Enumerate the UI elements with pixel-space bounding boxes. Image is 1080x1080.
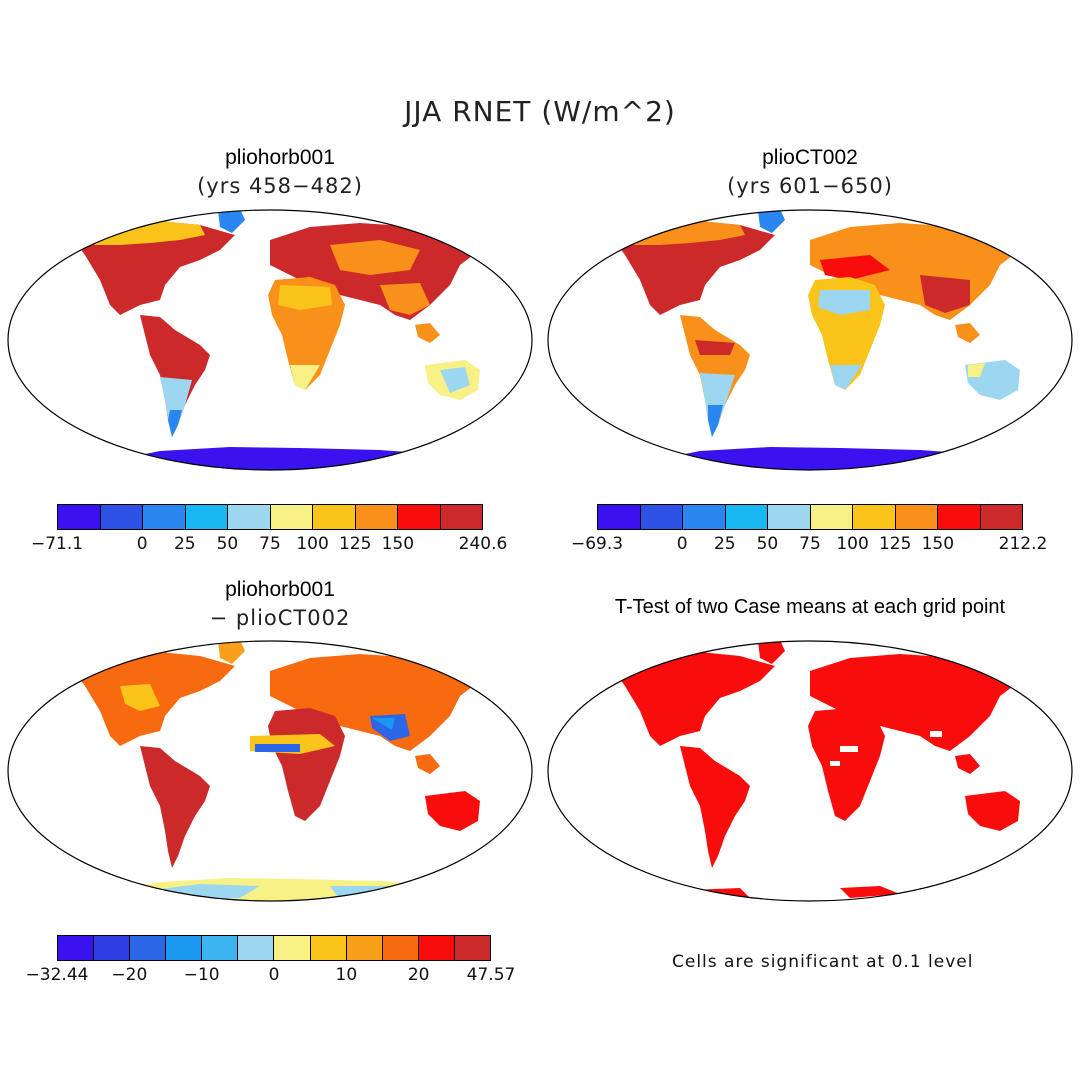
colorbar-swatch <box>853 505 896 529</box>
panel2-title: plioCT002 <box>762 146 858 169</box>
south-america <box>140 315 210 437</box>
colorbar-tick-label: 10 <box>335 965 358 985</box>
colorbar-swatch <box>238 936 275 960</box>
colorbar-tick-label: −69.3 <box>570 534 624 554</box>
colorbar-swatch <box>94 936 131 960</box>
colorbar-tick-label: 240.6 <box>458 534 508 554</box>
colorbar-swatch <box>274 936 311 960</box>
colorbar-tick-label: 75 <box>259 534 281 554</box>
panel3-subtitle: − plioCT002 <box>209 606 351 630</box>
map-panel3 <box>7 640 533 902</box>
panel2-subtitle: (yrs 601−650) <box>727 174 893 198</box>
colorbar-tick-label: 50 <box>756 534 779 554</box>
colorbar-panel3 <box>57 935 491 961</box>
colorbar-tick-label: −71.1 <box>30 534 84 554</box>
colorbar-swatch <box>810 505 853 529</box>
panel3-title: pliohorb001 <box>225 578 335 601</box>
colorbar-panel2 <box>597 504 1023 530</box>
significance-note: Cells are significant at 0.1 level <box>672 952 974 972</box>
colorbar-swatch <box>100 505 143 529</box>
colorbar-swatch <box>895 505 938 529</box>
colorbar-swatch <box>143 505 186 529</box>
colorbar-tick-label: 50 <box>216 534 239 554</box>
panel1-title: pliohorb001 <box>225 146 335 169</box>
colorbar-swatch <box>768 505 811 529</box>
colorbar-tick-label: 0 <box>268 965 280 985</box>
colorbar-tick-label: 75 <box>799 534 821 554</box>
colorbar-swatch <box>640 505 683 529</box>
colorbar-swatch <box>938 505 981 529</box>
colorbar-tick-label: 100 <box>836 534 869 554</box>
colorbar-swatch <box>598 505 641 529</box>
colorbar-swatch <box>313 505 356 529</box>
colorbar-swatch <box>440 505 482 529</box>
map-panel1 <box>7 209 533 471</box>
colorbar-tick-label: 25 <box>713 534 736 554</box>
colorbar-tick-label: 20 <box>407 965 430 985</box>
colorbar-swatch <box>683 505 726 529</box>
colorbar-swatch <box>270 505 313 529</box>
greenland <box>218 210 245 233</box>
colorbar-swatch <box>310 936 347 960</box>
colorbar-tick-label: 0 <box>676 534 688 554</box>
colorbar-tick-label: 125 <box>878 534 912 554</box>
colorbar-tick-label: −32.44 <box>25 965 89 985</box>
colorbar-tick-label: 100 <box>296 534 329 554</box>
colorbar-swatch <box>166 936 203 960</box>
colorbar-tick-label: −20 <box>111 965 148 985</box>
colorbar-tick-label: 25 <box>173 534 196 554</box>
colorbar-tick-label: 212.2 <box>998 534 1048 554</box>
colorbar-swatch <box>980 505 1022 529</box>
colorbar-swatch <box>185 505 228 529</box>
colorbar-swatch <box>228 505 271 529</box>
colorbar-swatch <box>58 505 101 529</box>
colorbar-tick-label: 125 <box>338 534 372 554</box>
panel4-title: T-Test of two Case means at each grid po… <box>614 596 1006 618</box>
colorbar-swatch <box>418 936 455 960</box>
colorbar-tick-label: 150 <box>921 534 955 554</box>
colorbar-swatch <box>355 505 398 529</box>
map-panel2 <box>547 209 1073 471</box>
figure-title: JJA RNET (W/m^2) <box>404 95 676 128</box>
colorbar-swatch <box>454 936 490 960</box>
colorbar-swatch <box>130 936 167 960</box>
colorbar-tick-label: −10 <box>183 965 220 985</box>
map-panel4 <box>547 640 1073 902</box>
colorbar-swatch <box>398 505 441 529</box>
colorbar-tick-label: 47.57 <box>466 965 516 985</box>
colorbar-swatch <box>58 936 95 960</box>
colorbar-tick-label: 150 <box>381 534 415 554</box>
colorbar-panel1 <box>57 504 483 530</box>
colorbar-tick-label: 0 <box>136 534 148 554</box>
colorbar-swatch <box>382 936 419 960</box>
colorbar-swatch <box>725 505 768 529</box>
panel1-subtitle: (yrs 458−482) <box>197 174 363 198</box>
colorbar-swatch <box>346 936 383 960</box>
colorbar-swatch <box>202 936 239 960</box>
